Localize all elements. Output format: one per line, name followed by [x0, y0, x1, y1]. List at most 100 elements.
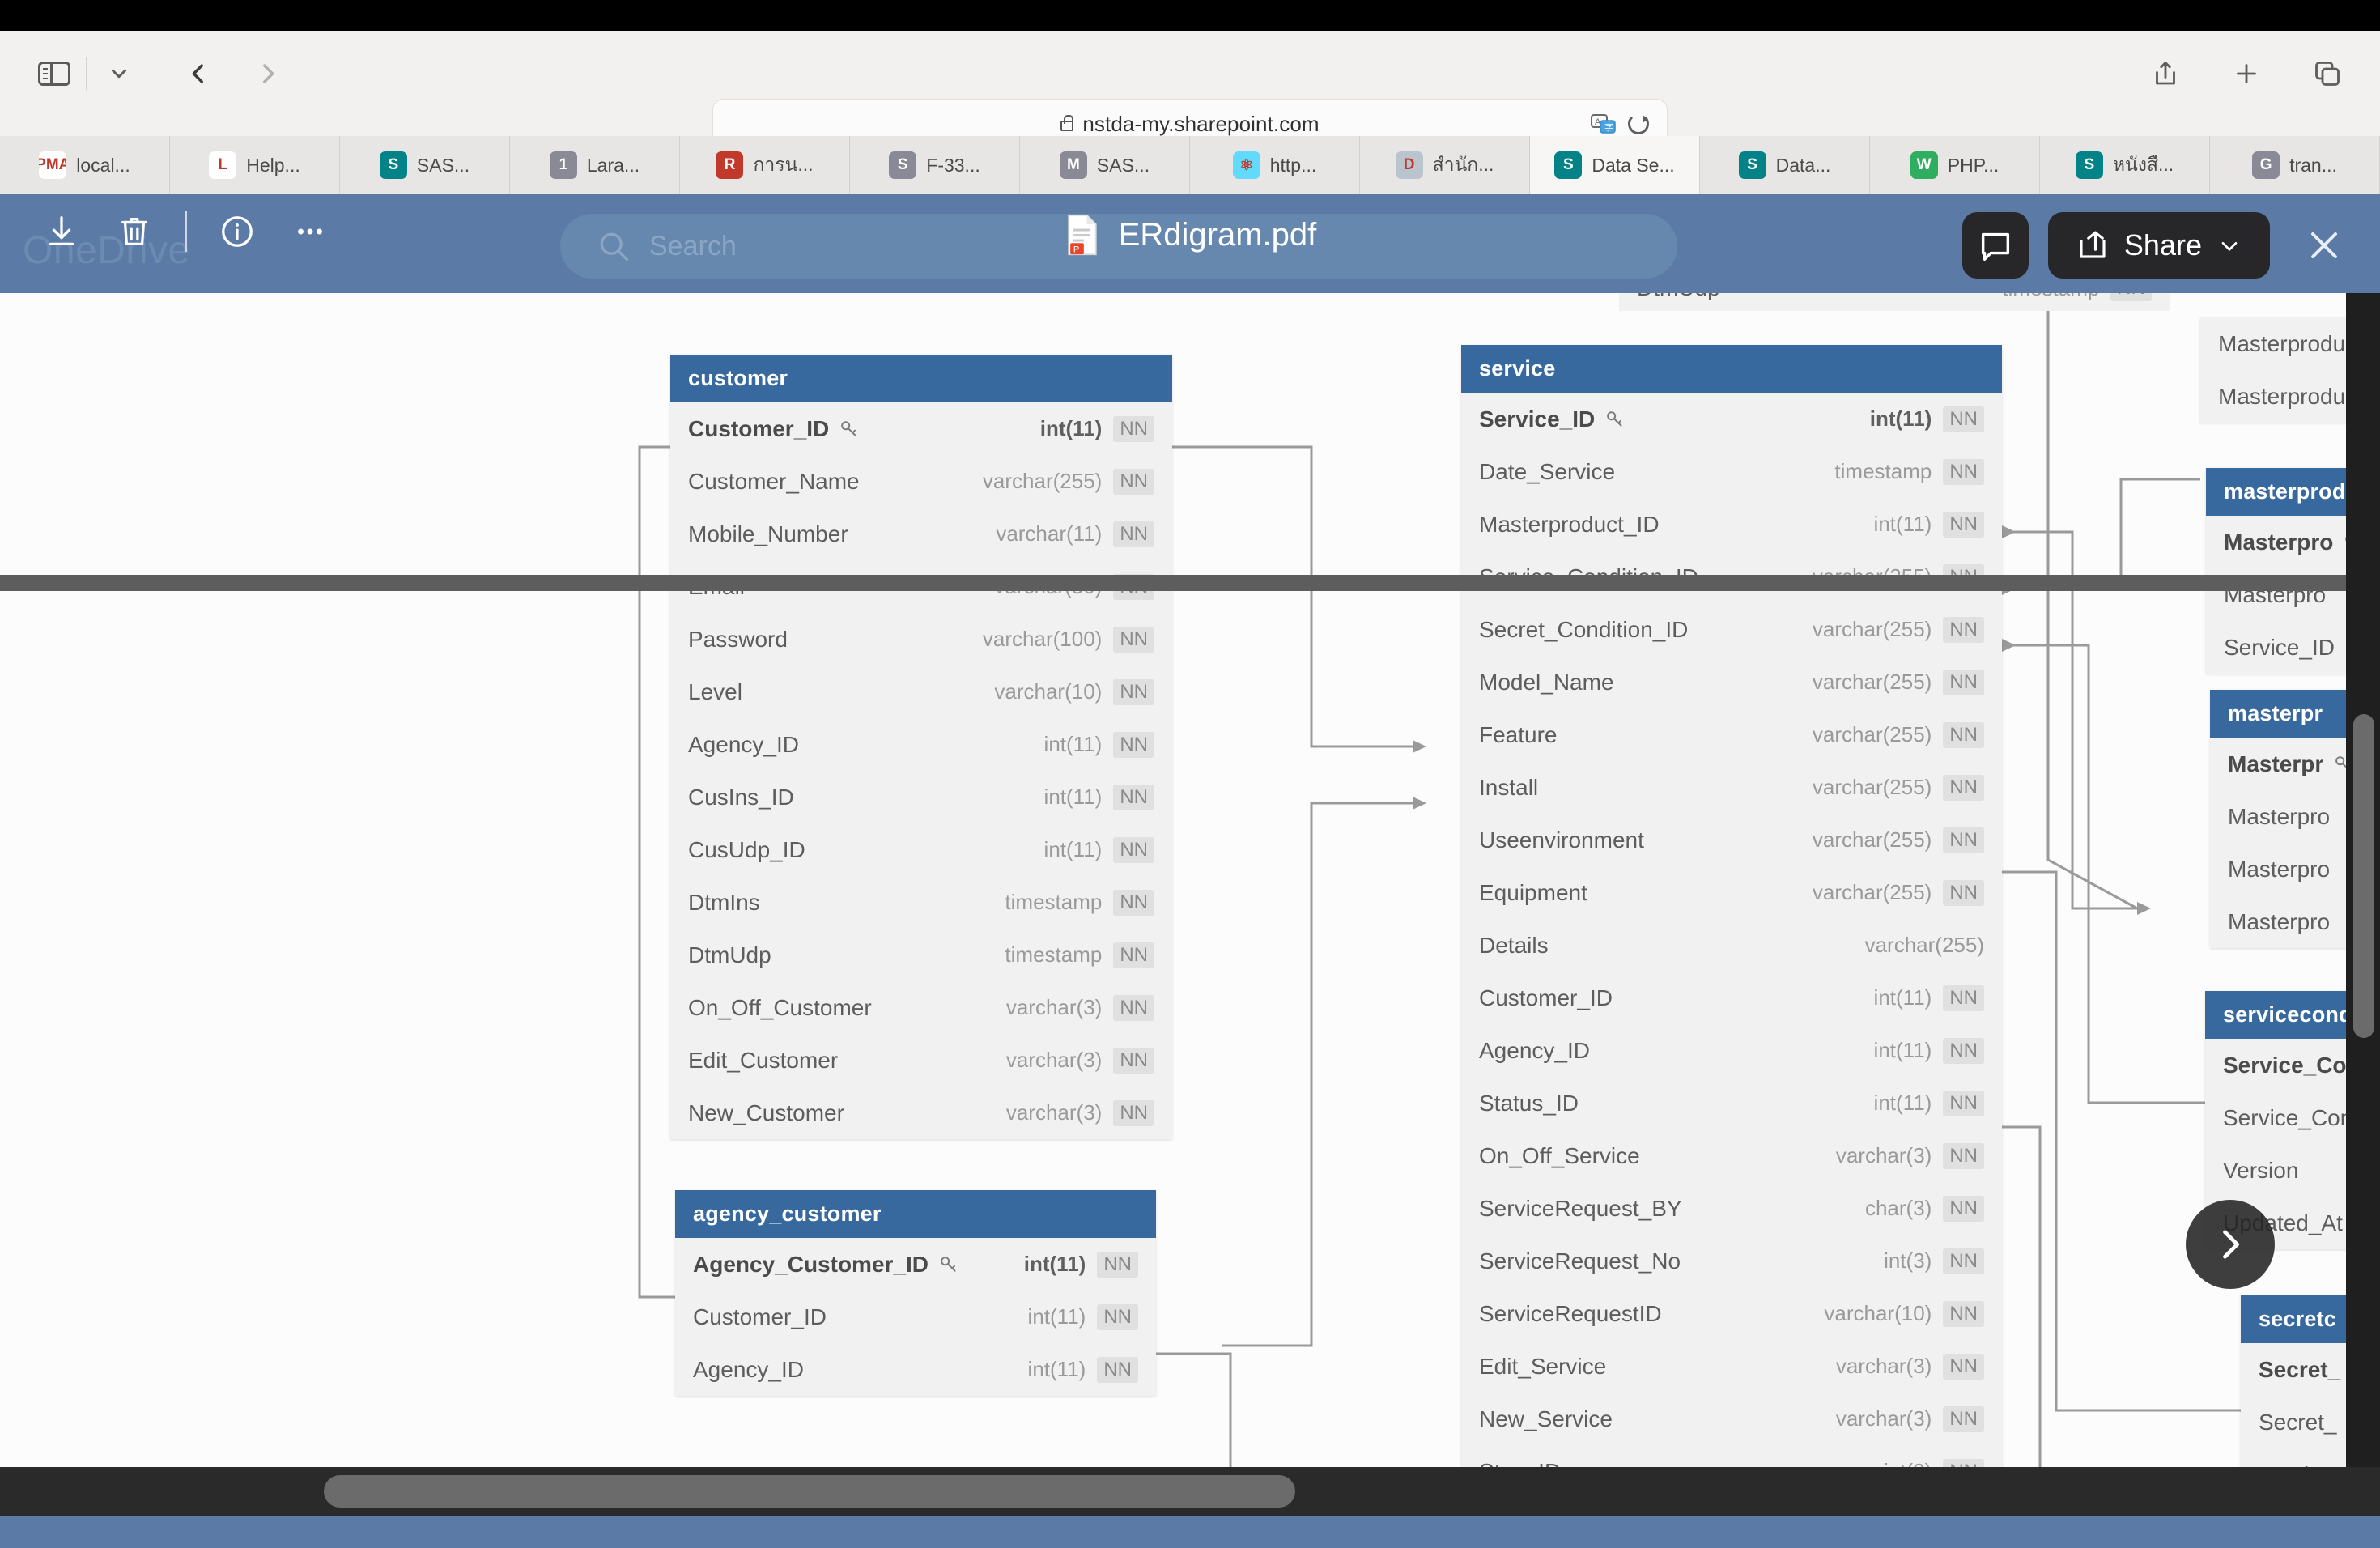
column-type: int(11) [1873, 1038, 1932, 1062]
column-name: Customer_ID [693, 1303, 827, 1329]
horizontal-scrollbar[interactable] [0, 1467, 2380, 1516]
browser-tab-12[interactable]: S หนังสื... [2040, 136, 2210, 194]
column-meta: varchar(3) NN [1836, 1406, 1984, 1432]
column-type: varchar(255) [1812, 775, 1932, 799]
column-type: varchar(255) [982, 469, 1103, 493]
more-options-icon[interactable] [287, 209, 333, 254]
column-meta: varchar(255) NN [1813, 827, 1984, 853]
info-icon[interactable] [215, 209, 260, 254]
next-page-button[interactable] [2186, 1200, 2275, 1289]
column-type: int(11) [1043, 785, 1103, 809]
column-type: int(3) [1884, 1248, 1932, 1273]
browser-tab-1[interactable]: L Help... [170, 136, 340, 194]
delete-icon[interactable] [112, 209, 157, 254]
column-name: Masterpro [2224, 529, 2346, 555]
share-button[interactable]: Share [2047, 212, 2270, 279]
browser-tab-0[interactable]: PMA local... [0, 136, 170, 194]
browser-chrome: nstda-my.sharepoint.com A字 PMA local... L [0, 0, 2380, 194]
browser-tab-5[interactable]: S F-33... [850, 136, 1020, 194]
column-name: Agency_Customer_ID [693, 1251, 959, 1278]
browser-tab-4[interactable]: R การน... [680, 136, 850, 194]
tab-label: http... [1269, 154, 1317, 176]
er-table-row: Edit_Customer varchar(3) NN [670, 1034, 1172, 1087]
browser-tab-6[interactable]: M SAS... [1020, 136, 1190, 194]
not-null-badge: NN [1943, 1300, 1984, 1327]
back-arrow-icon[interactable] [173, 49, 223, 99]
er-table-row: Masterpro [2210, 843, 2346, 895]
browser-tab-3[interactable]: 1 Lara... [510, 136, 680, 194]
browser-tab-11[interactable]: W PHP... [1870, 136, 2040, 194]
er-table-header: agency_customer [675, 1190, 1156, 1238]
not-null-badge: NN [2110, 293, 2152, 301]
column-meta: int(11) NN [1040, 415, 1154, 442]
share-icon[interactable] [2140, 49, 2191, 99]
column-name: Details [1479, 932, 1549, 958]
column-name: On_Off_Customer [688, 994, 872, 1020]
not-null-badge: NN [1943, 879, 1984, 906]
column-name: Version [2223, 1157, 2299, 1183]
er-table-row: New_Customer varchar(3) NN [670, 1087, 1172, 1139]
column-type: varchar(10) [994, 679, 1103, 704]
vertical-scrollbar-thumb[interactable] [2353, 714, 2374, 1038]
tab-overview-icon[interactable] [2302, 49, 2352, 99]
search-input[interactable]: Search [560, 214, 1677, 279]
browser-tab-8[interactable]: D สำนัก... [1360, 136, 1530, 194]
pdf-viewer[interactable]: DtmUdp timestamp NN customerCustomer_IDi… [0, 293, 2380, 1499]
column-type: int(11) [1027, 1357, 1086, 1381]
er-table-row: Password varchar(100) NN [670, 613, 1172, 666]
column-type: varchar(10) [1824, 1301, 1932, 1325]
toolbar-divider [185, 211, 187, 252]
column-name: Masterprodu [2218, 330, 2346, 356]
not-null-badge: NN [1113, 731, 1154, 758]
chevron-down-icon[interactable] [94, 49, 144, 99]
column-type: varchar(11) [996, 521, 1103, 546]
not-null-badge: NN [1943, 406, 1984, 432]
not-null-badge: NN [1113, 889, 1154, 916]
download-icon[interactable] [39, 209, 84, 254]
tab-favicon-icon: PMA [39, 151, 67, 179]
column-meta: int(11) NN [1024, 1251, 1138, 1278]
chevron-down-icon [2221, 242, 2238, 251]
er-table-agency_customer: agency_customer Agency_Customer_ID int(11)… [675, 1190, 1156, 1396]
er-table-row: Customer_ID int(11) NN [675, 1291, 1156, 1343]
column-name: DtmUdp [1637, 293, 1720, 301]
forward-arrow-icon[interactable] [243, 49, 293, 99]
plus-icon[interactable] [2221, 49, 2272, 99]
column-type: varchar(3) [1835, 1143, 1932, 1167]
column-meta: int(11) NN [1043, 784, 1154, 810]
column-name: Masterproduct_ID [1479, 511, 1660, 537]
column-name: Agency_ID [688, 731, 799, 757]
clipped-table-row: DtmUdp timestamp NN [1619, 293, 2170, 311]
browser-tab-9[interactable]: S Data Se... [1530, 136, 1700, 194]
not-null-badge: NN [1943, 511, 1984, 538]
er-table-row: Masterproduct_ID int(11) NN [1461, 498, 2002, 551]
column-meta: int(11) NN [1874, 985, 1984, 1011]
er-table-row: Masterpro [2210, 790, 2346, 843]
browser-tab-10[interactable]: S Data... [1700, 136, 1870, 194]
horizontal-scrollbar-thumb[interactable] [324, 1475, 1295, 1508]
browser-tab-7[interactable]: ⚛ http... [1190, 136, 1360, 194]
er-table-row: Secret_ [2241, 1396, 2346, 1448]
column-meta: int(11) NN [1873, 511, 1984, 538]
comment-button[interactable] [1961, 212, 2029, 279]
er-table-row: DtmUdp timestamp NN [670, 929, 1172, 981]
not-null-badge: NN [1113, 994, 1154, 1021]
column-meta: varchar(3) NN [1835, 1142, 1984, 1169]
er-table-header: servicecond [2205, 991, 2346, 1039]
column-type: int(11) [1869, 406, 1932, 431]
reload-icon[interactable] [1628, 113, 1649, 134]
sidebar-toggle-icon[interactable] [29, 49, 79, 99]
not-null-badge: NN [1943, 1090, 1984, 1116]
er-table-row: ServiceRequest_No int(3) NN [1461, 1235, 2002, 1287]
column-type: int(11) [1873, 512, 1932, 536]
tab-favicon-icon: S [1738, 151, 1766, 179]
close-button[interactable] [2289, 211, 2359, 280]
er-table-row: Edit_Service varchar(3) NN [1461, 1340, 2002, 1393]
browser-tab-2[interactable]: S SAS... [340, 136, 510, 194]
vertical-scrollbar[interactable] [2346, 293, 2380, 1499]
toolbar-divider [86, 57, 87, 90]
column-name: ServiceRequest_No [1479, 1248, 1681, 1274]
column-type: varchar(3) [1005, 995, 1103, 1019]
